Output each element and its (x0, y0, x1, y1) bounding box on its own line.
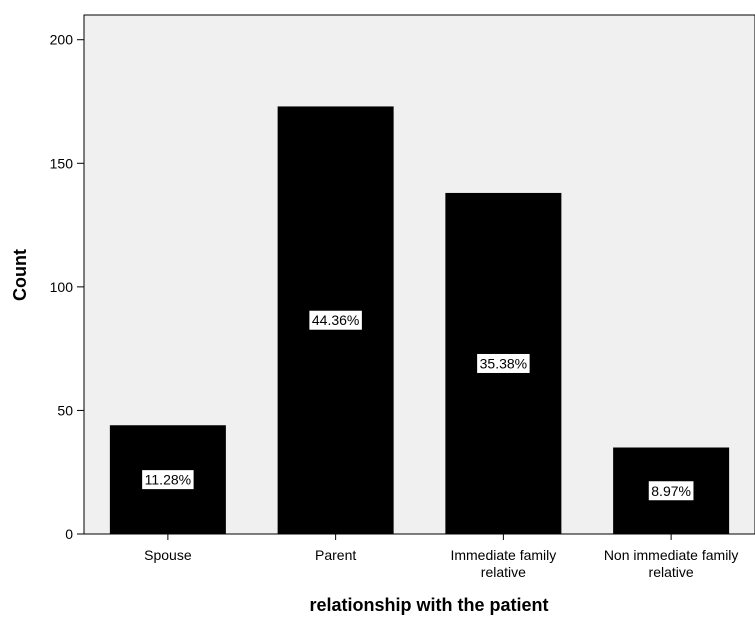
x-tick-label: Parent (315, 547, 356, 563)
y-tick-label: 50 (57, 402, 73, 418)
data-label-box (647, 480, 695, 502)
y-axis-title: Count (10, 249, 30, 301)
x-tick-label: Spouse (144, 547, 192, 563)
y-tick-label: 100 (50, 279, 74, 295)
x-tick-label: Non immediate family (604, 547, 739, 563)
y-tick-label: 200 (50, 32, 74, 48)
data-label-box (308, 309, 363, 331)
y-tick-label: 0 (65, 526, 73, 542)
y-tick-label: 150 (50, 155, 74, 171)
data-label-box (476, 352, 531, 374)
x-tick-label: Immediate family (450, 547, 556, 563)
x-axis-title: relationship with the patient (309, 595, 548, 615)
data-label: 44.36% (312, 312, 359, 328)
data-label: 11.28% (145, 472, 191, 488)
x-tick-label: relative (481, 564, 526, 580)
x-tick-label: relative (649, 564, 694, 580)
data-label-box (141, 469, 195, 491)
data-label: 8.97% (651, 483, 691, 499)
data-label: 35.38% (480, 355, 527, 371)
